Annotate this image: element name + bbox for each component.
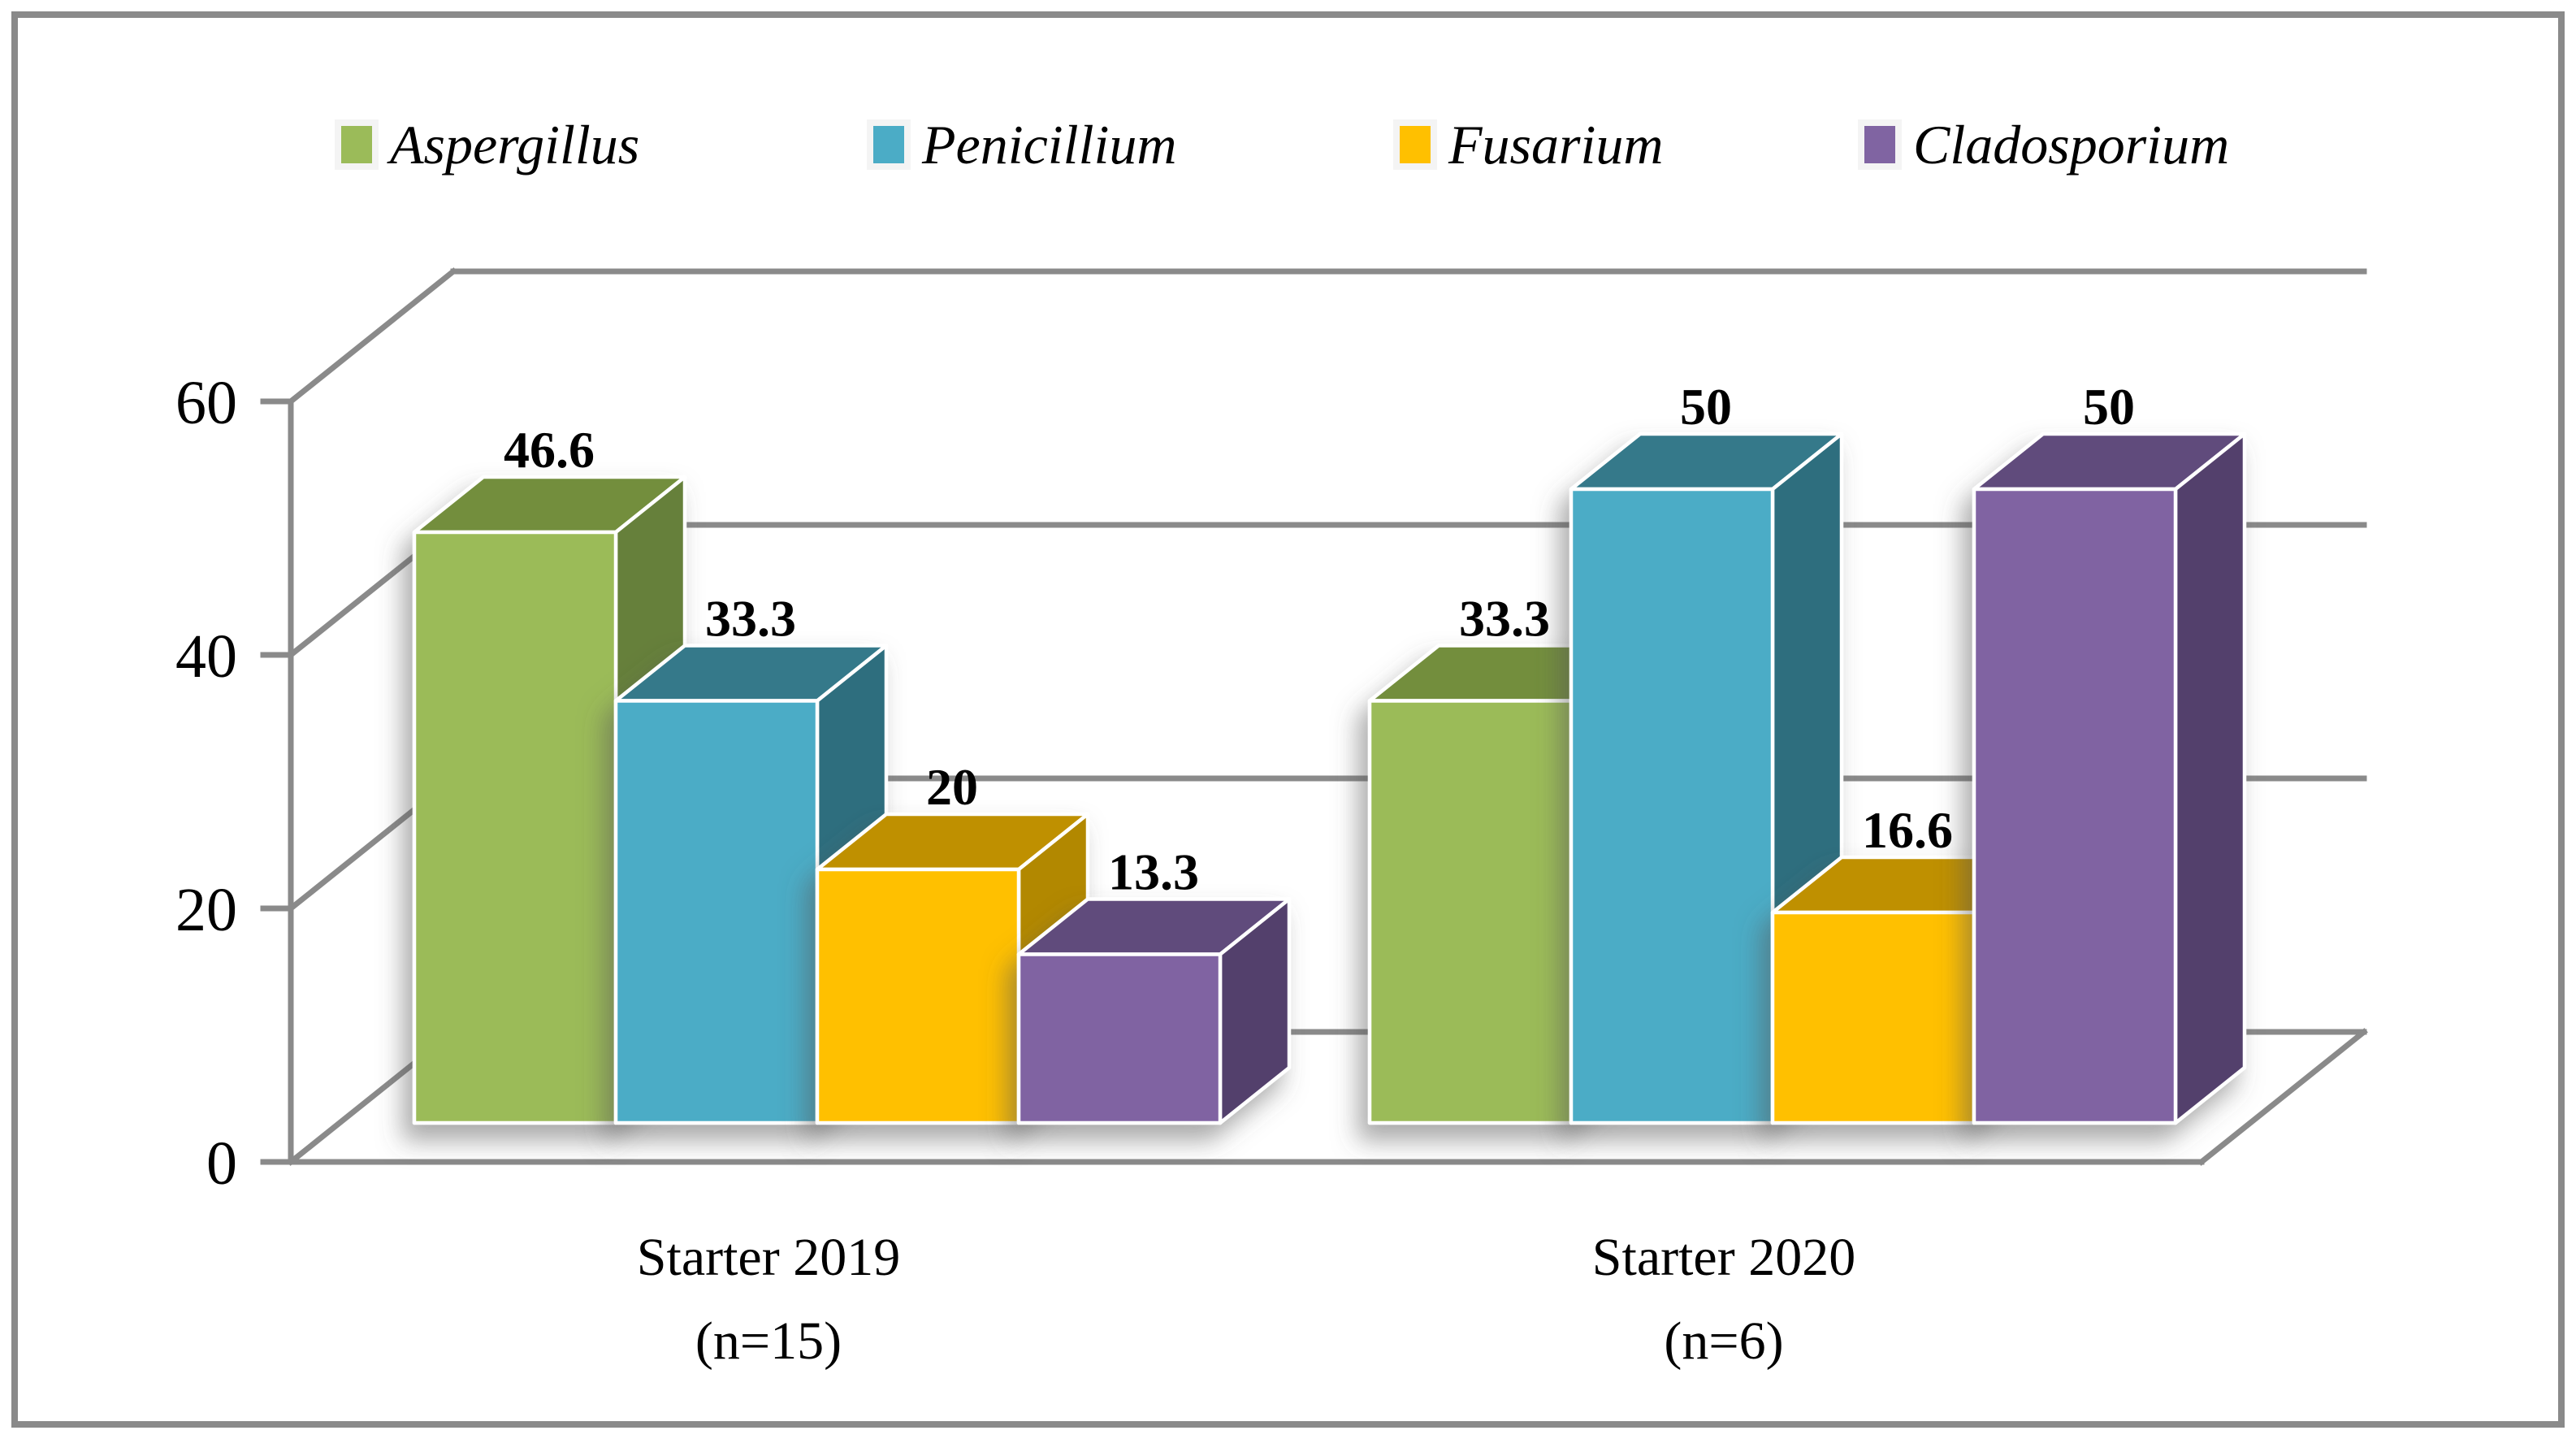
legend-swatch-fusarium-icon [1393, 119, 1437, 170]
bar-front-face [1016, 952, 1223, 1125]
figure-border [11, 11, 2565, 1428]
category-label-line1: Starter 2019 [636, 1228, 901, 1287]
legend-item-aspergillus: Aspergillus [335, 112, 640, 177]
bar-front-face [1367, 699, 1574, 1125]
bar-cladosporium-1 [1016, 897, 1292, 1125]
data-label: 46.6 [504, 421, 595, 479]
bars [412, 431, 2247, 1125]
value-tick-label: 60 [175, 369, 237, 437]
data-label: 50 [1680, 378, 1732, 436]
legend-label-cladosporium: Cladosporium [1913, 114, 2230, 176]
legend-item-cladosporium: Cladosporium [1858, 112, 2230, 177]
data-label: 20 [926, 758, 978, 816]
bar-front-face [1770, 910, 1976, 1125]
data-labels: 46.6 33.3 20 13.3 33.3 50 16.6 50 [504, 378, 2135, 901]
value-axis-tick-labels: 0 20 40 60 [175, 369, 237, 1198]
category-label-line2: (n=6) [1664, 1311, 1784, 1371]
legend-swatch-penicillium-icon [867, 119, 911, 170]
category-label-starter-2019: Starter 2019 (n=15) [403, 1216, 1134, 1383]
bar-side-face [2173, 431, 2247, 1125]
data-label: 33.3 [1459, 590, 1550, 648]
legend-swatch-aspergillus-icon [335, 119, 379, 170]
data-label: 50 [2083, 378, 2135, 436]
category-label-line2: (n=15) [695, 1311, 842, 1371]
bar-front-face [1972, 487, 2178, 1125]
bar-front-face [412, 530, 618, 1125]
bar-front-face [1569, 487, 1775, 1125]
legend-swatch-cladosporium-icon [1858, 119, 1902, 170]
floor-right-edge [2197, 1028, 2368, 1166]
value-tick-label: 40 [175, 622, 237, 691]
bar-front-face [613, 699, 820, 1125]
bar-front-face [815, 867, 1021, 1125]
legend-item-fusarium: Fusarium [1393, 112, 1664, 177]
category-label-starter-2020: Starter 2020 (n=6) [1358, 1216, 2089, 1383]
legend-label-aspergillus: Aspergillus [390, 114, 640, 176]
legend-item-penicillium: Penicillium [867, 112, 1177, 177]
data-label: 16.6 [1862, 801, 1953, 859]
data-label: 33.3 [705, 590, 796, 648]
side-wall-depth-line [287, 267, 457, 405]
value-tick-label: 0 [206, 1129, 237, 1198]
category-label-line1: Starter 2020 [1591, 1228, 1856, 1287]
data-label: 13.3 [1108, 843, 1199, 901]
legend-label-fusarium: Fusarium [1448, 114, 1664, 176]
value-tick-label: 20 [175, 876, 237, 944]
bar-cladosporium-2 [1972, 431, 2247, 1125]
legend-label-penicillium: Penicillium [922, 114, 1177, 176]
